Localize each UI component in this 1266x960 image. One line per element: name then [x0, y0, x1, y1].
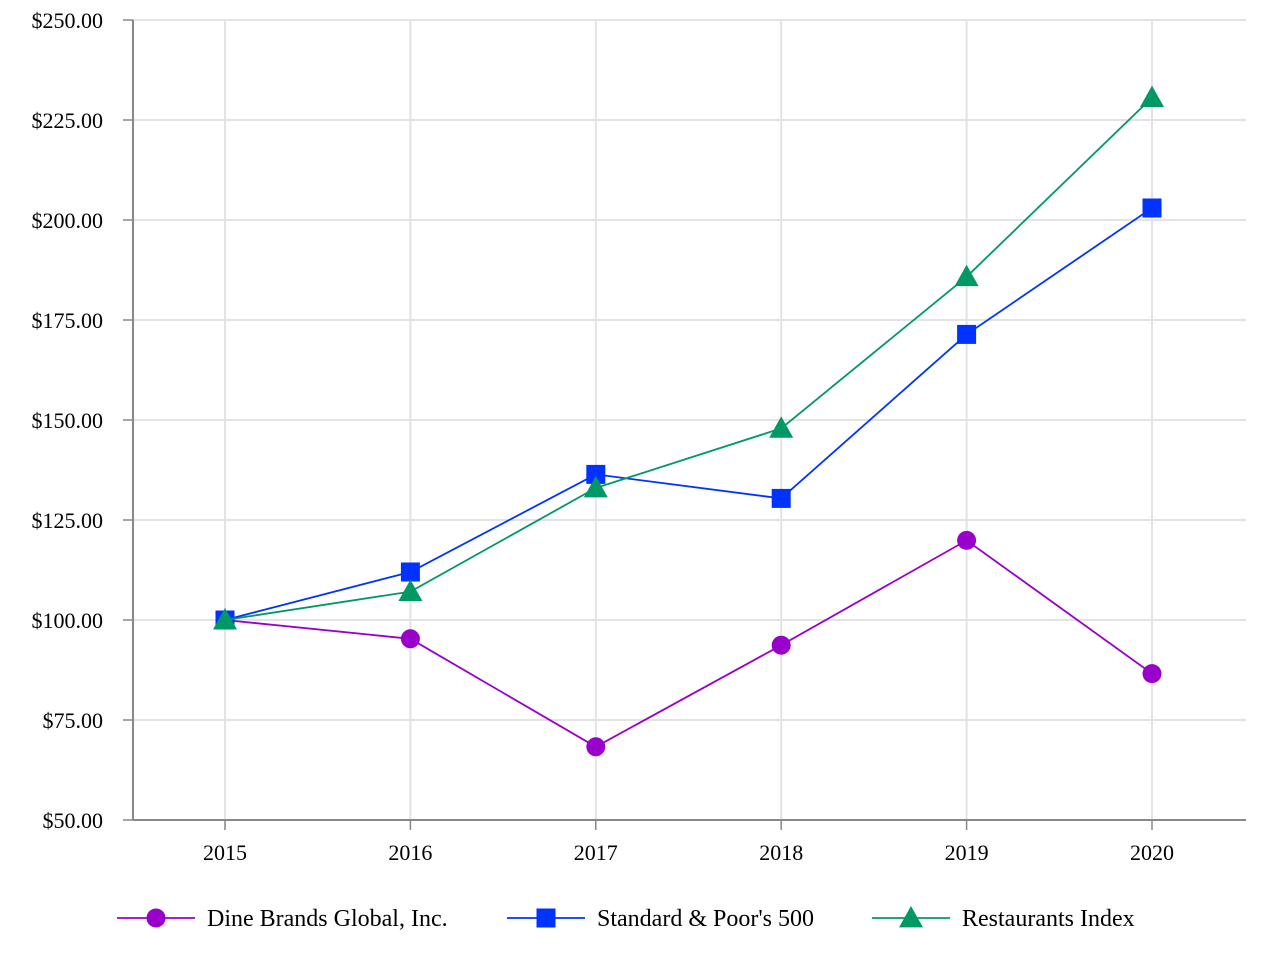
x-tick-label: 2015 — [203, 840, 247, 865]
series-line — [224, 539, 1153, 748]
y-tick-label: $250.00 — [32, 8, 104, 33]
data-point — [1140, 85, 1164, 107]
x-tick-label: 2020 — [1130, 840, 1174, 865]
data-point — [957, 324, 977, 344]
grid — [133, 19, 1246, 820]
y-tick-label: $75.00 — [43, 708, 104, 733]
data-point — [583, 476, 608, 498]
y-tick-label: $100.00 — [32, 608, 104, 633]
data-point — [586, 464, 606, 484]
data-point — [400, 562, 420, 582]
data-point — [771, 635, 791, 655]
series-2 — [213, 85, 1164, 630]
data-point — [213, 608, 237, 630]
legend-label: Standard & Poor's 500 — [597, 906, 814, 932]
series-1 — [215, 198, 1162, 630]
legend-marker — [536, 908, 556, 928]
y-tick-label: $200.00 — [32, 208, 104, 233]
series-group — [213, 85, 1164, 757]
y-tick-label: $225.00 — [32, 108, 104, 133]
legend: Dine Brands Global, Inc. Standard & Poor'… — [117, 906, 1135, 932]
y-tick-label: $175.00 — [32, 308, 104, 333]
data-point — [586, 737, 606, 757]
x-tick-label: 2016 — [388, 840, 432, 865]
x-axis-ticks: 2015 2016 2017 2018 2019 2020 — [203, 820, 1174, 865]
series-line — [224, 96, 1153, 621]
y-tick-label: $50.00 — [43, 808, 104, 833]
legend-marker — [899, 906, 923, 928]
data-point — [769, 416, 794, 438]
data-point — [400, 629, 420, 649]
series-0 — [215, 530, 1162, 757]
y-tick-label: $125.00 — [32, 508, 104, 533]
legend-marker — [146, 908, 166, 928]
x-tick-label: 2018 — [759, 840, 803, 865]
data-point — [1142, 198, 1162, 218]
data-point — [1142, 664, 1162, 684]
data-point — [771, 488, 791, 508]
data-point — [398, 579, 423, 601]
data-point — [954, 264, 979, 287]
series-line — [224, 207, 1153, 621]
x-tick-label: 2017 — [574, 840, 618, 865]
legend-label: Restaurants Index — [962, 906, 1135, 932]
legend-item: Restaurants Index — [872, 906, 1135, 932]
legend-item: Dine Brands Global, Inc. — [117, 906, 448, 932]
data-point — [957, 530, 977, 550]
legend-item: Standard & Poor's 500 — [507, 906, 814, 932]
x-tick-label: 2019 — [945, 840, 989, 865]
y-axis-ticks: $50.00 $75.00 $100.00 $125.00 $150.00 $175.00… — [32, 8, 133, 833]
legend-label: Dine Brands Global, Inc. — [207, 906, 448, 932]
y-tick-label: $150.00 — [32, 408, 104, 433]
